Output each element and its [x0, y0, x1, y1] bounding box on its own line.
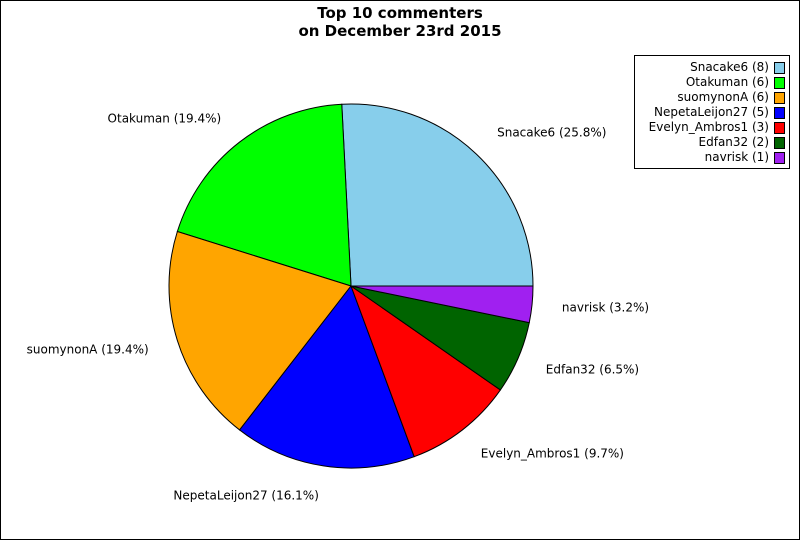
slice-label-navrisk: navrisk (3.2%) — [562, 300, 649, 314]
pie-slice-otakuman — [176, 103, 352, 287]
chart-legend: Snacake6 (8) Otakuman (6) suomynonA (6) Nep… — [634, 55, 790, 169]
legend-swatch — [774, 106, 785, 119]
legend-item-otakuman: Otakuman (6) — [635, 75, 789, 90]
legend-swatch — [774, 136, 785, 149]
legend-item-evelyn-ambros1: Evelyn_Ambros1 (3) — [635, 120, 789, 135]
legend-swatch — [774, 91, 785, 104]
chart-title-block: Top 10 commenters on December 23rd 2015 — [1, 4, 799, 40]
legend-label: NepetaLeijon27 (5) — [654, 105, 769, 119]
legend-swatch — [774, 121, 785, 134]
slice-label-otakuman: Otakuman (19.4%) — [108, 111, 222, 125]
chart-title: Top 10 commenters — [317, 4, 483, 22]
slice-label-evelyn-ambros1: Evelyn_Ambros1 (9.7%) — [481, 447, 624, 461]
legend-item-suomynona: suomynonA (6) — [635, 90, 789, 105]
pie-slice-suomynona — [168, 230, 352, 431]
legend-swatch — [774, 61, 785, 74]
slice-label-suomynona: suomynonA (19.4%) — [27, 343, 149, 357]
legend-item-snacake6: Snacake6 (8) — [635, 60, 789, 75]
pie-slice-snacake6 — [341, 103, 534, 287]
chart-subtitle: on December 23rd 2015 — [298, 22, 502, 40]
legend-label: navrisk (1) — [704, 150, 769, 164]
legend-swatch — [774, 76, 785, 89]
legend-swatch — [774, 151, 785, 164]
legend-item-navrisk: navrisk (1) — [635, 150, 789, 165]
legend-label: Evelyn_Ambros1 (3) — [648, 120, 769, 134]
legend-label: Otakuman (6) — [685, 75, 769, 89]
pie-slice-navrisk — [350, 285, 534, 324]
legend-label: Edfan32 (2) — [698, 135, 769, 149]
slice-label-nepetaleijon27: NepetaLeijon27 (16.1%) — [173, 489, 318, 503]
pie-slice-evelyn-ambros1 — [349, 284, 502, 458]
slice-label-edfan32: Edfan32 (6.5%) — [546, 363, 639, 377]
legend-label: suomynonA (6) — [677, 90, 769, 104]
slice-label-snacake6: Snacake6 (25.8%) — [497, 125, 606, 139]
legend-item-edfan32: Edfan32 (2) — [635, 135, 789, 150]
pie-slice-nepetaleijon27 — [238, 284, 415, 469]
legend-item-nepetaleijon27: NepetaLeijon27 (5) — [635, 105, 789, 120]
legend-label: Snacake6 (8) — [690, 60, 769, 74]
